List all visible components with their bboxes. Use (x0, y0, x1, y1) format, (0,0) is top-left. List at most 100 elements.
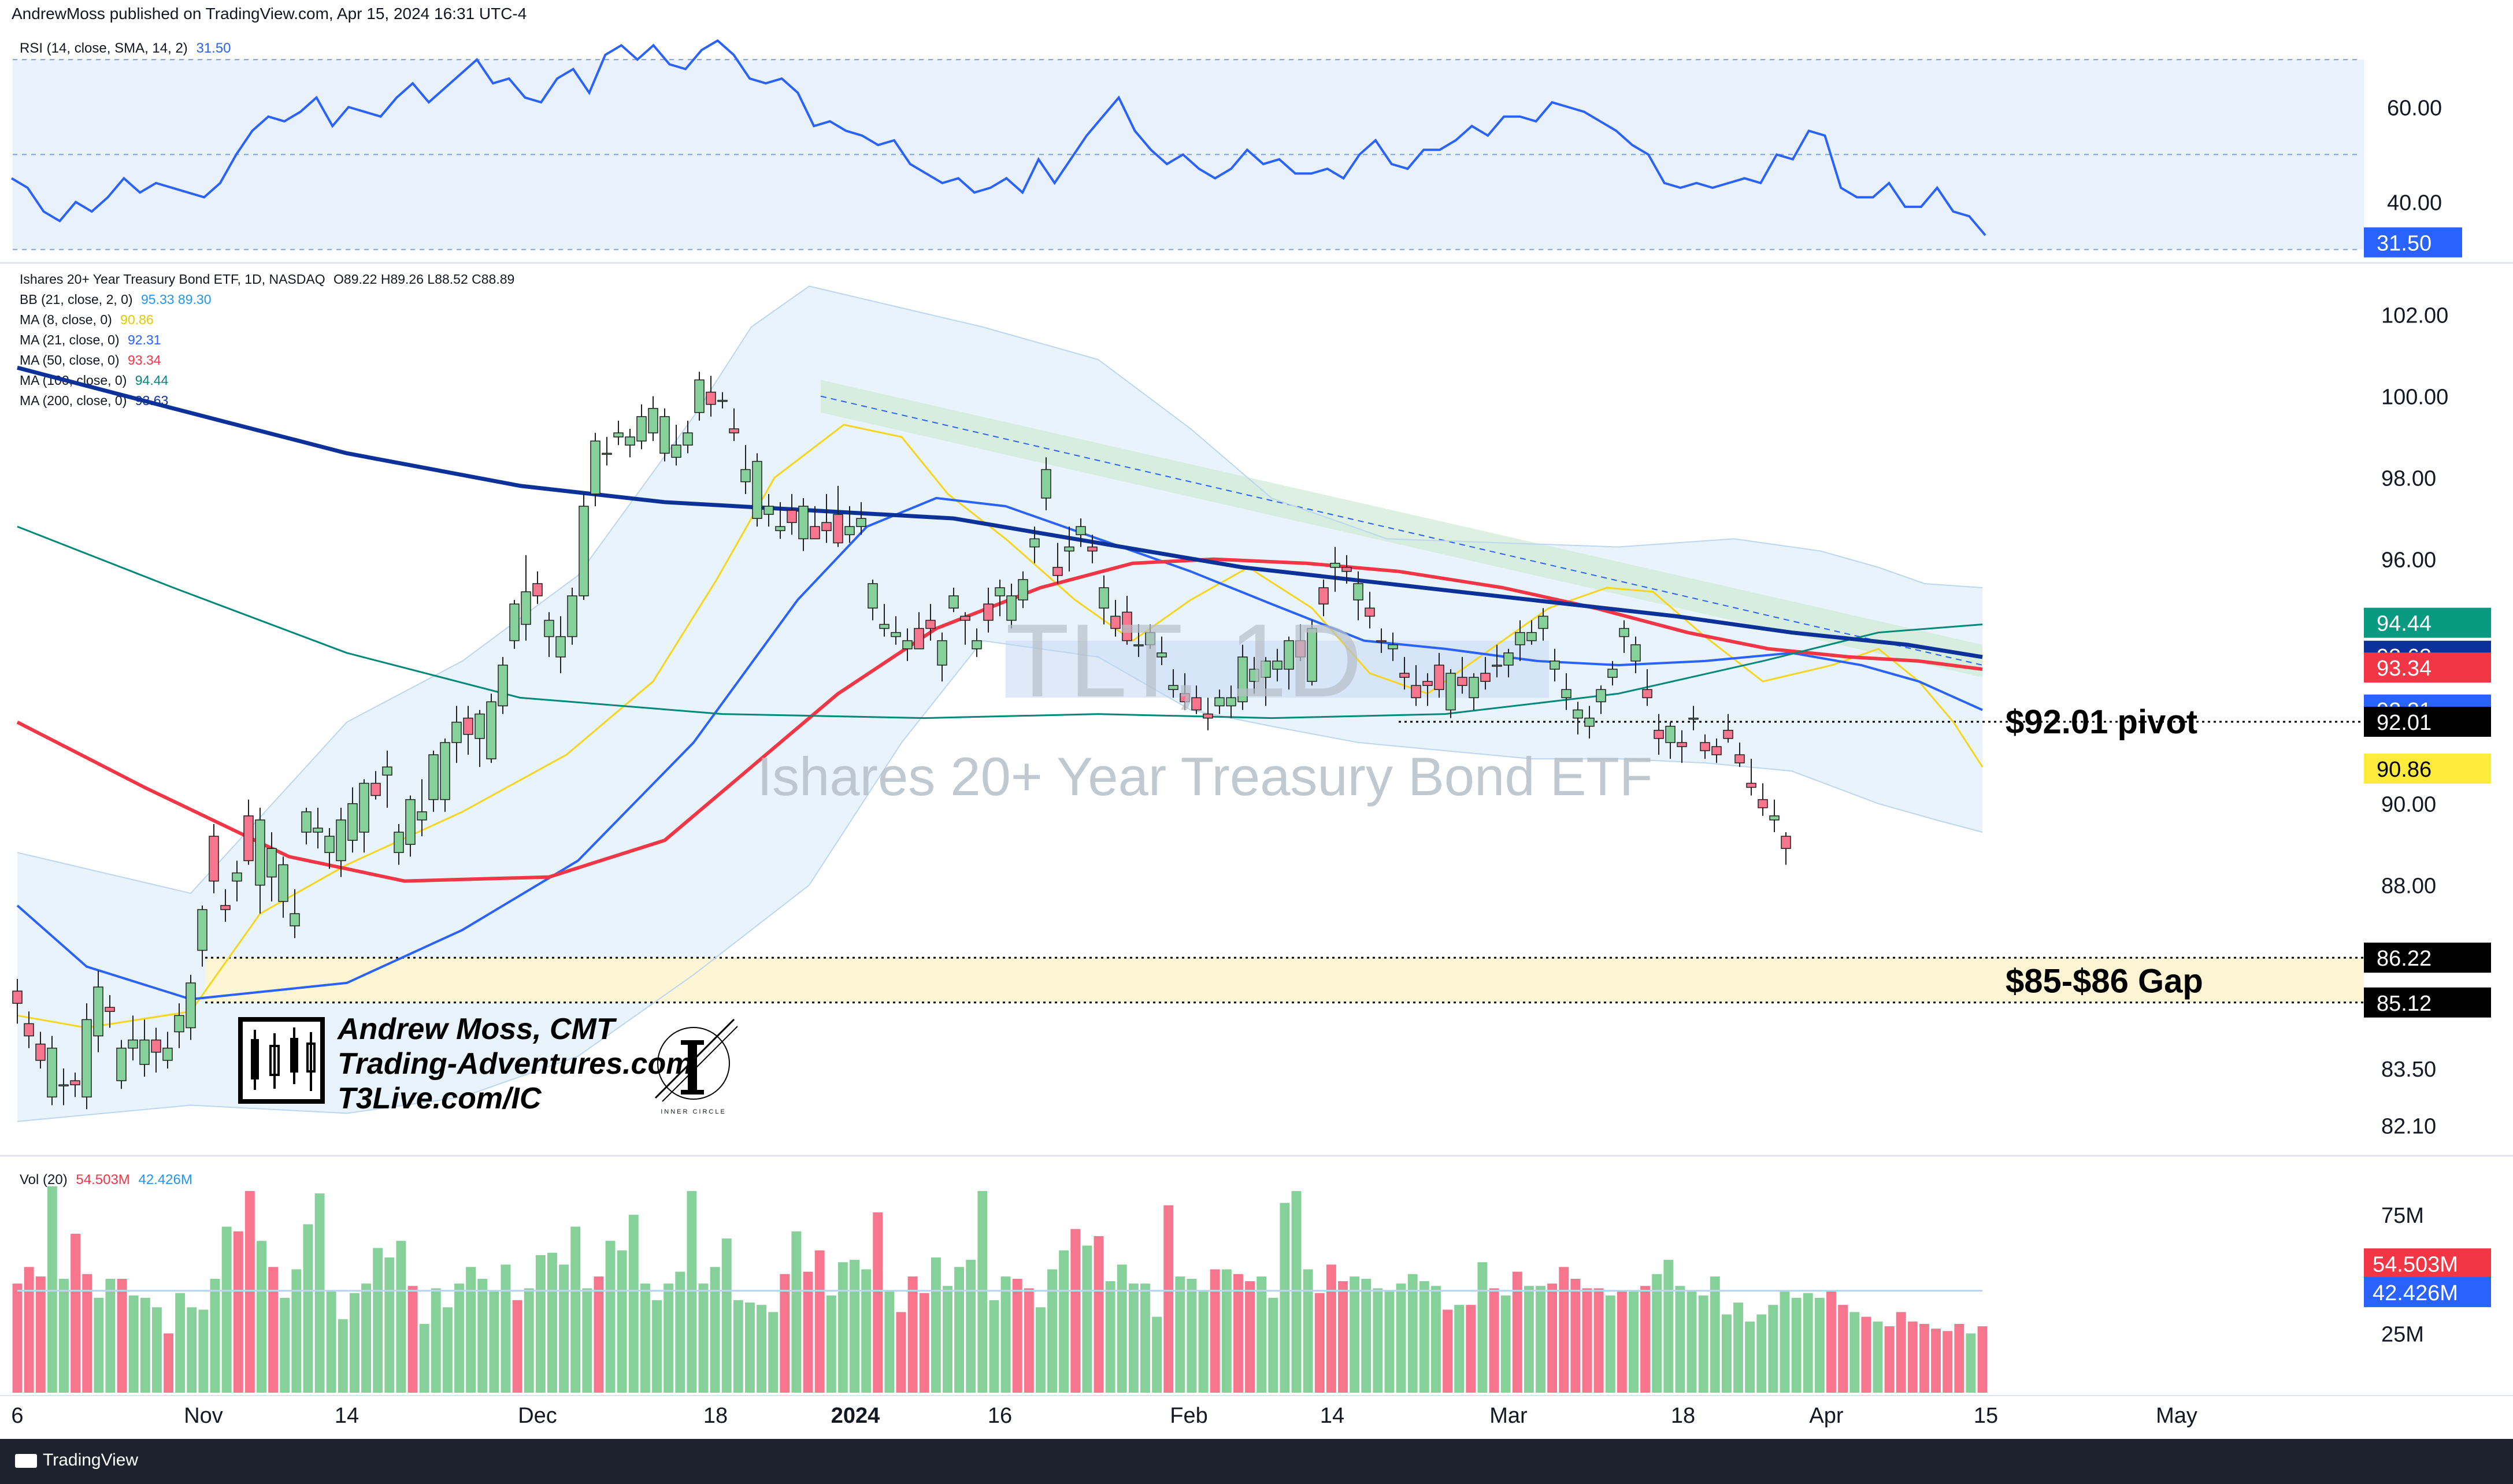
volume-bar (1373, 1288, 1383, 1393)
volume-label-text: 42.426M (2373, 1281, 2458, 1305)
candle-body (833, 514, 843, 544)
volume-bar (1943, 1331, 1953, 1393)
candle-body (1677, 742, 1687, 747)
publish-info: AndrewMoss published on TradingView.com,… (12, 5, 527, 23)
volume-bar (477, 1278, 488, 1393)
candle-body (1388, 644, 1398, 650)
candle-body (197, 909, 207, 951)
candle-body (1133, 644, 1144, 647)
chart-canvas[interactable]: 60.00 40.00 31.50 102.00 100.00 98.00 96.00 90.… (0, 0, 2513, 1439)
volume-bar (1570, 1278, 1581, 1393)
price-label-text: 92.01 (2377, 711, 2432, 735)
candle-body (983, 603, 994, 621)
candle-body (972, 640, 982, 650)
candle-body (278, 864, 288, 902)
price-tick-label: 102.00 (2381, 304, 2448, 328)
volume-bar (1605, 1295, 1615, 1393)
price-label-box (2364, 943, 2491, 973)
volume-bar (210, 1278, 220, 1393)
volume-bar (1466, 1305, 1476, 1393)
x-axis-label: Dec (518, 1404, 557, 1428)
candle-body (1145, 632, 1155, 645)
rsi-last-value-label: 31.50 (2377, 231, 2432, 255)
candle-body (359, 782, 369, 833)
x-axis-label: 15 (1974, 1404, 1998, 1428)
moving-average-line (17, 365, 1983, 659)
candle-body (1157, 652, 1167, 658)
volume-bar (407, 1286, 418, 1393)
volume-bar (1280, 1203, 1290, 1393)
volume-bar (1629, 1290, 1639, 1393)
volume-bar (559, 1264, 569, 1393)
volume-bar (1350, 1276, 1360, 1393)
candle-body (625, 436, 635, 446)
volume-bar (884, 1290, 895, 1393)
price-legend-ohlc: O89.22 H89.26 L88.52 C88.89 (333, 272, 515, 287)
candle-body (1584, 717, 1595, 727)
tradingview-brand[interactable]: TradingView (15, 1450, 138, 1470)
volume-bar (803, 1271, 813, 1393)
volume-bar (1582, 1288, 1592, 1393)
price-tick-label: 90.00 (2381, 793, 2436, 817)
candle-body (1018, 579, 1028, 600)
volume-bar (454, 1283, 464, 1393)
volume-bar (1745, 1321, 1755, 1393)
volume-bar (1396, 1283, 1406, 1393)
candle-body (925, 619, 936, 629)
chart-annotation: $92.01 pivot (2006, 703, 2197, 741)
candle-body (93, 986, 103, 1037)
signature-line-name: Andrew Moss, CMT (338, 1012, 615, 1046)
x-axis-label: May (2156, 1404, 2197, 1428)
candle-body (451, 721, 462, 743)
candlestick-logo-icon (238, 1017, 325, 1104)
ma8-legend: MA (8, close, 0) 90.86 (20, 312, 154, 328)
candle-body (105, 1007, 115, 1012)
bollinger-band-fill (17, 286, 1982, 1122)
candle-body (486, 701, 496, 759)
candle-body (798, 506, 809, 540)
volume-bar (977, 1191, 988, 1393)
candle-body (128, 1039, 138, 1049)
candle-body (186, 982, 196, 1029)
candle-body (636, 416, 647, 442)
volume-bar (373, 1248, 383, 1393)
volume-bar (1012, 1278, 1022, 1393)
volume-bar (861, 1269, 872, 1393)
price-label-text: 94.44 (2377, 612, 2432, 636)
ma8-legend-label: MA (8, close, 0) (20, 312, 112, 327)
candle-body (1503, 652, 1514, 666)
volume-bar (1687, 1290, 1697, 1393)
candle-body (509, 603, 520, 641)
price-tick-label: 98.00 (2381, 467, 2436, 491)
gap-zone-fill (205, 958, 2364, 1003)
candle-body (301, 811, 312, 833)
volume-bar (326, 1290, 336, 1393)
volume-bar (1221, 1269, 1232, 1393)
price-label-box (2364, 754, 2491, 784)
price-label-text: 85.12 (2377, 992, 2432, 1016)
volume-bar (1303, 1269, 1313, 1393)
candle-body (81, 1019, 92, 1098)
candle-body (960, 615, 970, 621)
volume-bar (501, 1264, 511, 1393)
volume-bar (1035, 1307, 1046, 1393)
volume-bar (664, 1283, 674, 1393)
ma50-legend-label: MA (50, close, 0) (20, 353, 120, 368)
volume-bar (745, 1303, 755, 1393)
candle-body (1445, 673, 1456, 711)
volume-bar (1175, 1276, 1185, 1393)
volume-bar (721, 1238, 732, 1393)
candle-body (1122, 611, 1132, 641)
candle-body (1758, 799, 1768, 808)
candle-body (1619, 628, 1629, 637)
volume-bar (1105, 1281, 1115, 1393)
candle-body (1168, 685, 1178, 691)
price-label-box (2364, 607, 2491, 638)
volume-bar (943, 1286, 952, 1393)
candle-body (671, 444, 681, 458)
volume-bar (652, 1300, 662, 1393)
volume-label-box (2364, 1277, 2491, 1307)
volume-bar (1873, 1321, 1883, 1393)
volume-bar (268, 1267, 279, 1393)
candle-body (1411, 685, 1421, 699)
